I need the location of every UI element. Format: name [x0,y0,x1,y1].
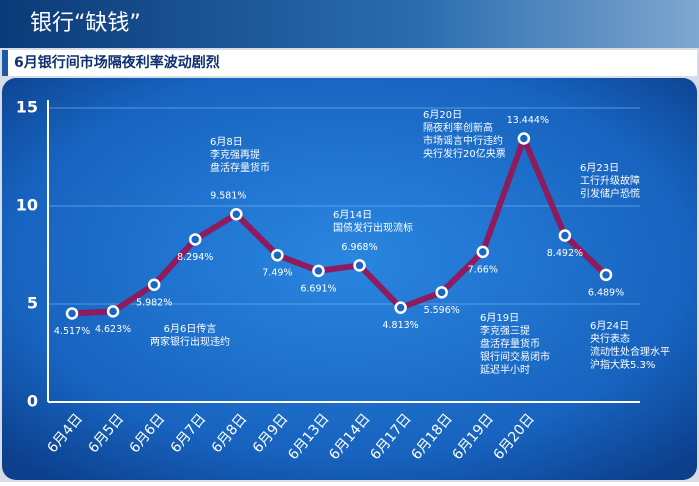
value-label: 4.813% [382,320,418,331]
annotation: 盘活存量货币 [480,337,540,350]
annotation: 6月24日 [590,320,629,332]
y-tick-label: 10 [16,196,38,215]
value-label: 9.581% [210,191,246,202]
chart-title: 银行“缺钱” [30,11,141,36]
annotation: 央行表态 [590,332,630,345]
value-label: 7.49% [262,268,292,279]
annotation: 6月6日传言 [164,322,217,335]
value-label: 8.294% [177,252,213,263]
annotation: 延迟半小时 [480,363,530,376]
point [106,305,120,318]
point [147,278,161,292]
point [435,286,448,299]
value-label: 5.982% [136,297,172,308]
annotation: 盘活存量货币 [210,161,270,174]
annotation: 隔夜利率创新高 [423,121,493,134]
plot-panel [2,78,697,480]
annotation: 6月14日 [333,209,372,221]
annotation: 国债发行出现流标 [333,221,413,234]
value-label: 4.517% [54,326,90,337]
value-label: 8.492% [547,248,583,259]
y-tick-label: 5 [27,294,38,313]
annotation: 央行发行20亿央票 [423,147,506,160]
subtitle-accent [2,50,8,76]
point [517,132,531,145]
y-tick-label: 0 [27,392,38,411]
annotation: 两家银行出现违约 [150,335,230,348]
point [394,301,407,314]
point [230,207,243,221]
value-label: 7.66% [468,264,498,275]
annotation: 市场谣言中行违约 [423,134,503,147]
subtitle-bar [2,50,697,76]
value-label: 4.623% [95,324,131,335]
value-label: 6.489% [588,287,624,298]
point [312,264,325,278]
point [353,259,366,272]
header-bar [0,0,699,48]
point [599,268,613,282]
subtitle: 6月银行间市场隔夜利率波动剧烈 [14,54,220,71]
annotation: 李克强三提 [480,324,530,337]
value-label: 6.968% [341,242,377,253]
y-tick-label: 15 [16,98,38,117]
value-label: 6.691% [300,283,336,294]
line [71,135,609,317]
point [558,229,572,242]
point [65,307,79,320]
annotation: 沪指大跌5.3% [590,358,655,371]
point [188,233,202,246]
annotation: 6月19日 [480,312,519,324]
annotation: 引发储户恐慌 [580,187,640,200]
annotation: 6月20日 [423,109,462,121]
annotation: 工行升级故障 [580,174,640,187]
point [271,248,284,262]
annotation: 6月23日 [580,162,619,174]
annotation: 流动性处合理水平 [590,345,670,358]
annotation: 银行间交易闭市 [480,350,550,363]
value-label: 13.444% [507,115,549,126]
point [476,245,490,259]
value-label: 5.596% [424,305,460,316]
annotation: 6月8日 [210,136,243,148]
annotation: 李克强再提 [210,148,260,161]
